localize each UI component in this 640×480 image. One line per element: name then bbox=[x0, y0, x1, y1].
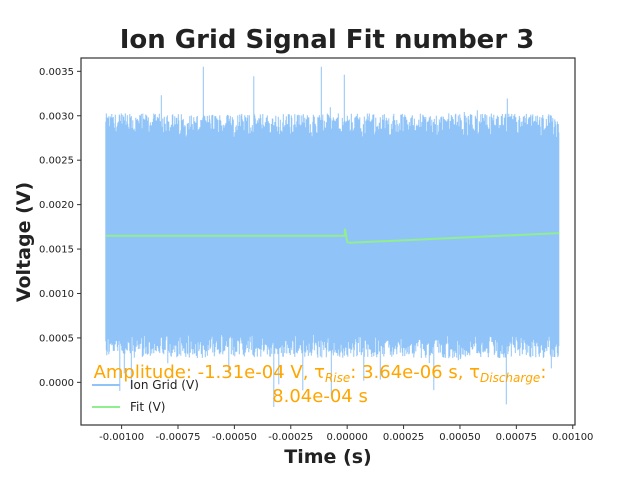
fit-annotation: Amplitude: -1.31e-04 V, τRise: 3.64e-06 … bbox=[94, 362, 547, 407]
y-tick-label: 0.0010 bbox=[39, 289, 74, 300]
y-axis-label: Voltage (V) bbox=[13, 182, 35, 302]
y-tick-label: 0.0020 bbox=[39, 200, 74, 211]
x-tick-label: -0.00100 bbox=[99, 432, 144, 443]
x-tick-label: -0.00025 bbox=[268, 432, 313, 443]
y-axis: 0.0000 0.0005 0.0010 0.0015 0.0020 0.0025 0.00… bbox=[39, 67, 81, 389]
x-tick-label: 0.00000 bbox=[326, 432, 367, 443]
y-tick-label: 0.0030 bbox=[39, 111, 74, 122]
legend: Ion Grid (V) Fit (V) bbox=[92, 378, 199, 414]
x-axis: -0.00100 -0.00075 -0.00050 -0.00025 0.00000 0… bbox=[99, 425, 593, 443]
chart-title: Ion Grid Signal Fit number 3 bbox=[120, 25, 535, 55]
legend-label-fit: Fit (V) bbox=[130, 400, 165, 414]
y-tick-label: 0.0025 bbox=[39, 156, 74, 167]
x-axis-label: Time (s) bbox=[284, 446, 371, 468]
plot-area bbox=[105, 66, 560, 407]
legend-label-ion-grid: Ion Grid (V) bbox=[130, 378, 199, 392]
x-tick-label: 0.00075 bbox=[496, 432, 537, 443]
axes-frame bbox=[80, 57, 576, 426]
series-fit-line bbox=[105, 228, 560, 244]
y-tick-label: 0.0035 bbox=[39, 67, 74, 78]
y-tick-label: 0.0015 bbox=[39, 245, 74, 256]
x-tick-label: -0.00050 bbox=[212, 432, 257, 443]
annotation-line-2: 8.04e-04 s bbox=[272, 386, 368, 407]
x-tick-label: 0.00025 bbox=[383, 432, 424, 443]
x-tick-label: 0.00050 bbox=[439, 432, 480, 443]
y-tick-label: 0.0000 bbox=[39, 378, 74, 389]
annotation-line-1: Amplitude: -1.31e-04 V, τRise: 3.64e-06 … bbox=[94, 362, 547, 385]
y-tick-label: 0.0005 bbox=[39, 333, 74, 344]
x-tick-label: 0.00100 bbox=[552, 432, 593, 443]
x-tick-label: -0.00075 bbox=[156, 432, 201, 443]
